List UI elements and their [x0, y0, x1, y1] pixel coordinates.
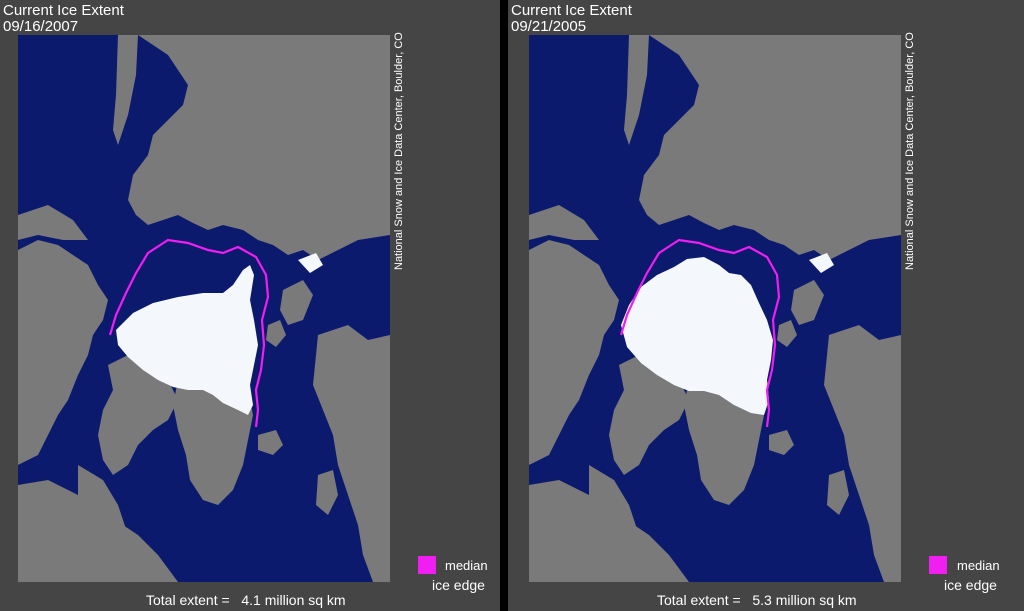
land-svalbard: [266, 320, 286, 347]
legend-label-median: median: [445, 558, 488, 573]
credit-text: National Snow and Ice Data Center, Bould…: [904, 32, 916, 270]
sea-ice: [621, 257, 773, 415]
median-ice-edge-line: [619, 238, 781, 428]
arctic-sea-ice-map: [18, 35, 390, 582]
sea-ice-fragment: [298, 253, 323, 273]
land-british-isles: [827, 470, 849, 515]
sea-ice-fragment: [809, 253, 834, 273]
land-europe: [313, 325, 390, 582]
land-labrador: [529, 480, 689, 582]
arctic-sea-ice-map: [529, 35, 901, 582]
panel-title: Current Ice Extent 09/16/2007: [3, 3, 124, 35]
title-text: Current Ice Extent: [511, 2, 632, 19]
date-text: 09/21/2005: [511, 18, 587, 35]
extent-value: 5.3 million sq km: [752, 592, 857, 608]
land-europe: [824, 325, 901, 582]
land-alaska: [18, 205, 88, 240]
median-ice-edge-legend-swatch: [929, 556, 947, 574]
extent-label: Total extent =: [146, 592, 230, 608]
panel-title: Current Ice Extent 09/21/2005: [511, 3, 632, 35]
land-kamchatka: [624, 35, 649, 145]
land-svalbard: [777, 320, 797, 347]
ice-map-panel-2007: Current Ice Extent 09/16/2007 National S…: [0, 0, 500, 611]
land-iceland: [769, 430, 794, 455]
land-canadian-archipelago: [609, 355, 689, 475]
median-ice-edge-legend-swatch: [418, 556, 436, 574]
land-british-isles: [316, 470, 338, 515]
median-ice-edge-line: [108, 238, 270, 428]
legend-label-ice-edge: ice edge: [944, 577, 997, 593]
land-novaya-zemlya: [791, 280, 824, 325]
land-north-america: [18, 240, 108, 465]
land-eurasia: [128, 35, 390, 260]
land-north-america: [529, 240, 619, 465]
legend-label-ice-edge: ice edge: [432, 577, 485, 593]
land-canadian-archipelago: [98, 355, 178, 475]
total-extent-text: Total extent = 5.3 million sq km: [657, 592, 857, 608]
ice-map-panel-2005: Current Ice Extent 09/21/2005 National S…: [508, 0, 1024, 611]
land-alaska: [529, 205, 599, 240]
sea-ice: [116, 265, 258, 415]
land-iceland: [258, 430, 283, 455]
title-text: Current Ice Extent: [3, 2, 124, 19]
extent-value: 4.1 million sq km: [241, 592, 346, 608]
legend-label-median: median: [957, 558, 1000, 573]
land-eurasia: [639, 35, 901, 260]
date-text: 09/16/2007: [3, 18, 79, 35]
land-kamchatka: [113, 35, 138, 145]
land-novaya-zemlya: [280, 280, 313, 325]
total-extent-text: Total extent = 4.1 million sq km: [146, 592, 346, 608]
land-labrador: [18, 480, 178, 582]
credit-text: National Snow and Ice Data Center, Bould…: [393, 32, 405, 270]
extent-label: Total extent =: [657, 592, 741, 608]
